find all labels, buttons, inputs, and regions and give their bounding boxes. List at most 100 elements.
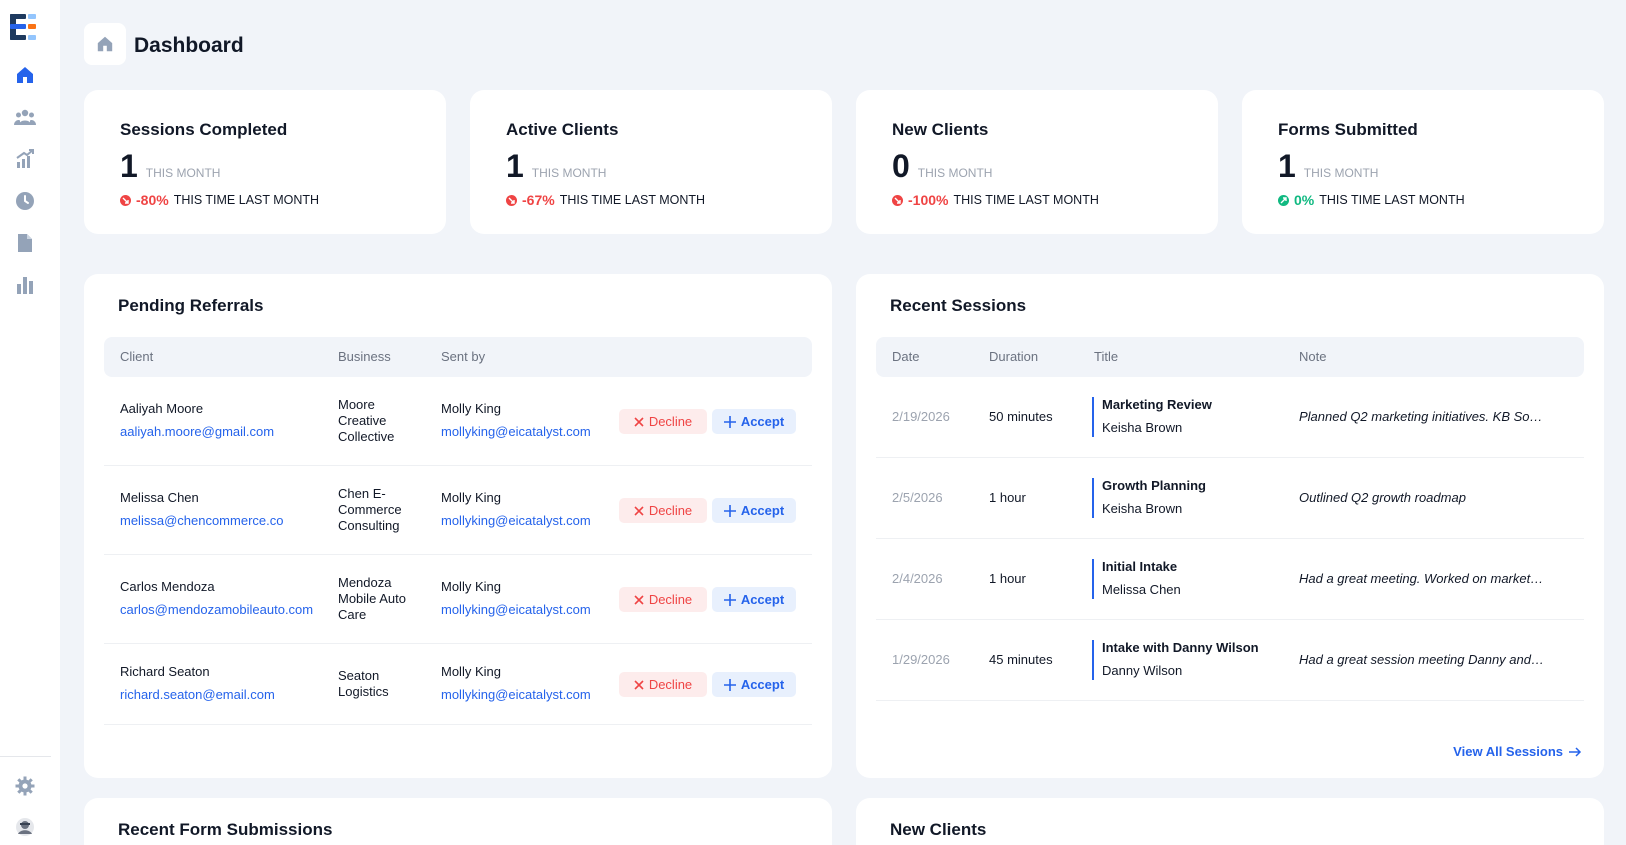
trend-up-icon (1278, 194, 1289, 206)
session-duration: 1 hour (989, 571, 1026, 586)
sender-email-link[interactable]: mollyking@eicatalyst.com (441, 602, 591, 617)
sidebar-item-reports[interactable] (13, 273, 37, 297)
session-title: Intake with Danny Wilson (1102, 640, 1259, 655)
session-note: Planned Q2 marketing initiatives. KB Soc… (1299, 409, 1544, 424)
growth-chart-icon (16, 149, 34, 168)
session-date: 2/19/2026 (892, 409, 950, 424)
client-email-link[interactable]: melissa@chencommerce.co (120, 513, 284, 528)
home-breadcrumb-tile[interactable] (84, 23, 126, 65)
client-email-link[interactable]: carlos@mendozamobileauto.com (120, 602, 314, 617)
sender-name: Molly King (441, 579, 501, 594)
client-business: Chen E-Commerce Consulting (338, 486, 402, 533)
table-row: Melissa Chen melissa@chencommerce.co Che… (104, 466, 812, 555)
bar-chart-icon (17, 277, 33, 294)
panel-title: Recent Sessions (890, 296, 1027, 315)
stat-value: 0 (892, 148, 910, 184)
stat-card-forms-submitted: Forms Submitted 1 THIS MONTH 0% THIS TIM… (1242, 90, 1604, 234)
stat-value: 1 (120, 148, 138, 184)
accept-label: Accept (740, 503, 785, 518)
panel-title: Pending Referrals (118, 296, 264, 315)
table-row[interactable]: 2/4/2026 1 hour Initial Intake Melissa C… (876, 539, 1584, 620)
trend-down-icon (506, 194, 517, 206)
client-email-link[interactable]: richard.seaton@email.com (120, 687, 275, 702)
page-title: Dashboard (134, 34, 244, 57)
client-name: Carlos Mendoza (120, 579, 215, 594)
user-avatar[interactable] (13, 815, 37, 839)
column-header-business: Business (338, 349, 391, 364)
column-header-note: Note (1299, 349, 1327, 364)
view-all-sessions-link[interactable]: View All Sessions (1453, 744, 1582, 759)
table-row[interactable]: 1/29/2026 45 minutes Intake with Danny W… (876, 620, 1584, 701)
clients-icon (14, 109, 36, 125)
stat-card-sessions-completed: Sessions Completed 1 THIS MONTH -80% THI… (84, 90, 446, 234)
trend-down-icon (892, 194, 903, 206)
sidebar-item-clients[interactable] (13, 105, 37, 129)
sidebar-item-home[interactable] (13, 63, 37, 87)
plus-icon (723, 678, 736, 691)
decline-button[interactable]: Decline (619, 409, 707, 434)
decline-label: Decline (648, 503, 693, 518)
column-header-client: Client (120, 349, 154, 364)
session-date: 1/29/2026 (892, 652, 950, 667)
session-title: Initial Intake (1102, 559, 1178, 574)
session-duration: 45 minutes (989, 652, 1053, 667)
sidebar-item-history[interactable] (13, 189, 37, 213)
decline-button[interactable]: Decline (619, 498, 707, 523)
stat-card-new-clients: New Clients 0 THIS MONTH -100% THIS TIME… (856, 90, 1218, 234)
stat-compare-label: THIS TIME LAST MONTH (559, 193, 706, 207)
column-header-sent-by: Sent by (441, 349, 486, 364)
accept-button[interactable]: Accept (712, 672, 796, 697)
decline-label: Decline (648, 592, 693, 607)
plus-icon (723, 415, 736, 428)
session-title: Growth Planning (1102, 478, 1206, 493)
new-clients-panel: New Clients (856, 798, 1604, 845)
session-duration: 50 minutes (989, 409, 1053, 424)
accept-button[interactable]: Accept (712, 587, 796, 612)
sender-email-link[interactable]: mollyking@eicatalyst.com (441, 513, 591, 528)
stat-compare-label: THIS TIME LAST MONTH (953, 193, 1099, 207)
close-icon (634, 416, 644, 427)
table-row[interactable]: 2/5/2026 1 hour Growth Planning Keisha B… (876, 458, 1584, 539)
client-name: Aaliyah Moore (120, 401, 204, 416)
column-header-duration: Duration (989, 349, 1039, 364)
pending-referrals-panel: Pending Referrals Client Business Sent b… (84, 274, 832, 778)
client-email-link[interactable]: aaliyah.moore@gmail.com (120, 424, 275, 439)
table-header: Client Business Sent by (104, 337, 812, 377)
close-icon (634, 505, 644, 516)
accept-button[interactable]: Accept (712, 409, 796, 434)
sidebar-item-documents[interactable] (13, 231, 37, 255)
arrow-right-icon (1569, 746, 1582, 757)
stat-period: THIS MONTH (917, 166, 993, 180)
sender-email-link[interactable]: mollyking@eicatalyst.com (441, 424, 591, 439)
stat-change-percent: -80% (136, 192, 169, 208)
stat-card-active-clients: Active Clients 1 THIS MONTH -67% THIS TI… (470, 90, 832, 234)
table-header: Date Duration Title Note (876, 337, 1584, 377)
client-business: Seaton Logistics (338, 668, 389, 699)
sender-name: Molly King (441, 664, 501, 679)
decline-label: Decline (648, 414, 693, 429)
sender-email-link[interactable]: mollyking@eicatalyst.com (441, 687, 591, 702)
home-icon (97, 36, 113, 52)
sidebar-item-settings[interactable] (13, 774, 37, 798)
sidebar-divider (0, 756, 51, 757)
stat-period: THIS MONTH (145, 166, 221, 180)
close-icon (634, 679, 644, 690)
decline-button[interactable]: Decline (619, 672, 707, 697)
table-row[interactable]: 2/19/2026 50 minutes Marketing Review Ke… (876, 377, 1584, 458)
table-row: Aaliyah Moore aaliyah.moore@gmail.com Mo… (104, 377, 812, 466)
accept-button[interactable]: Accept (712, 498, 796, 523)
stat-change-percent: 0% (1294, 192, 1315, 208)
app-logo[interactable] (10, 12, 40, 42)
recent-form-submissions-panel: Recent Form Submissions (84, 798, 832, 845)
session-note: Outlined Q2 growth roadmap (1299, 490, 1466, 505)
stat-change-percent: -67% (522, 192, 555, 208)
panel-title: Recent Form Submissions (118, 820, 333, 839)
sidebar-item-growth[interactable] (13, 147, 37, 171)
accept-label: Accept (740, 677, 785, 692)
session-client: Melissa Chen (1102, 582, 1181, 597)
decline-button[interactable]: Decline (619, 587, 707, 612)
client-name: Melissa Chen (120, 490, 199, 505)
decline-label: Decline (648, 677, 693, 692)
sidebar (0, 0, 60, 845)
panel-title: New Clients (890, 820, 987, 839)
